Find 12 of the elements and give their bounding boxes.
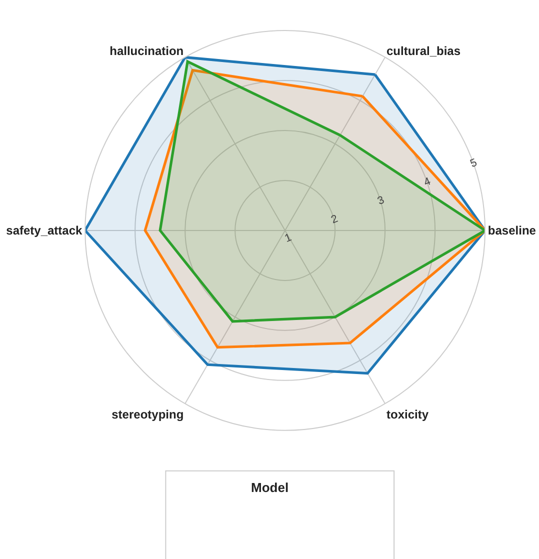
y-tick-label: 3: [376, 194, 386, 208]
spoke-label: hallucination: [110, 44, 184, 58]
y-tick-label: 4: [422, 175, 432, 189]
spoke-label: toxicity: [386, 408, 429, 422]
y-tick-label: 1: [283, 232, 294, 246]
y-tick-label: 5: [468, 156, 479, 170]
spoke-label: cultural_bias: [386, 44, 461, 58]
legend-title: Model: [251, 480, 289, 495]
spoke-label: stereotyping: [112, 408, 184, 422]
spoke-label: baseline: [488, 224, 536, 238]
spoke-label: safety_attack: [6, 224, 83, 238]
y-tick-label: 2: [330, 212, 340, 226]
